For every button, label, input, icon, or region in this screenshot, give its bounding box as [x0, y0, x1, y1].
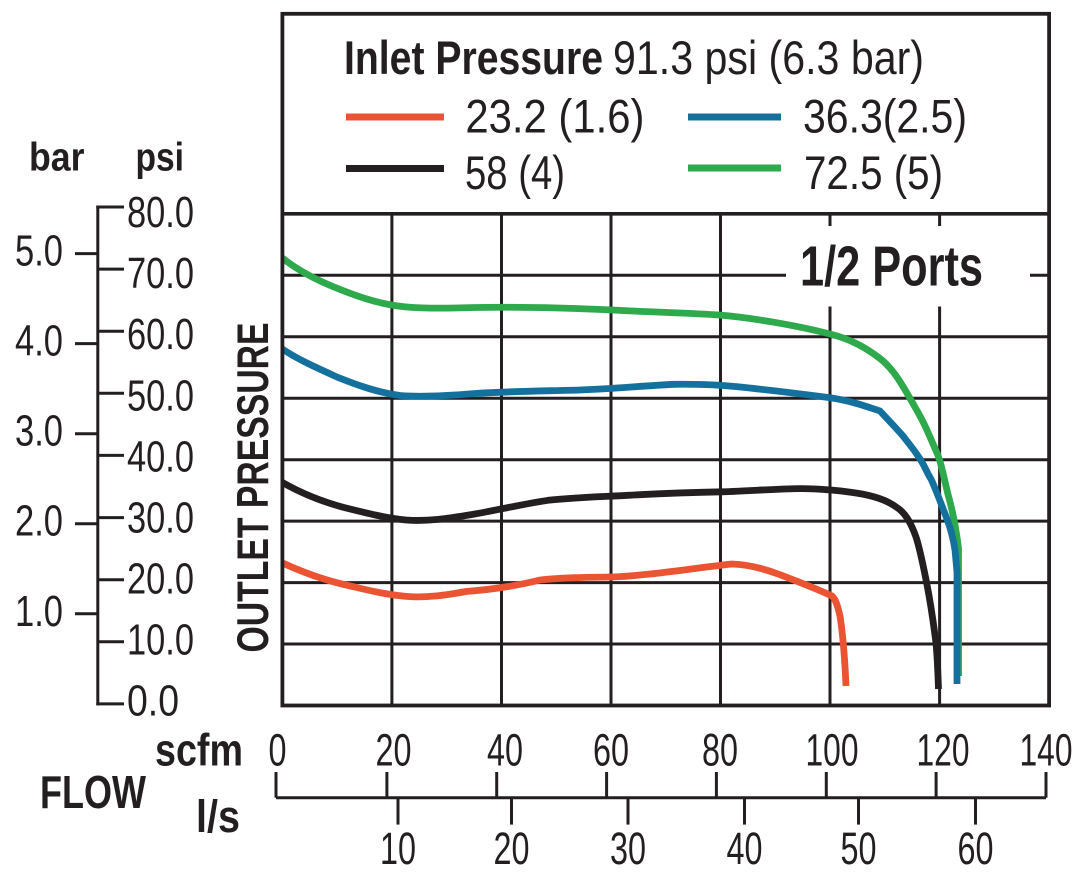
svg-text:10.0: 10.0: [127, 616, 194, 665]
svg-text:40.0: 40.0: [127, 432, 194, 481]
svg-text:20.0: 20.0: [127, 555, 194, 604]
svg-text:3.0: 3.0: [15, 407, 63, 456]
svg-text:40: 40: [727, 823, 763, 874]
svg-text:72.5 (5): 72.5 (5): [804, 147, 943, 200]
svg-text:60.0: 60.0: [127, 310, 194, 359]
svg-text:bar: bar: [29, 136, 85, 180]
svg-text:36.3(2.5): 36.3(2.5): [803, 91, 967, 144]
svg-text:20: 20: [494, 823, 530, 874]
svg-text:80.0: 80.0: [127, 188, 194, 237]
svg-text:30: 30: [610, 823, 646, 874]
svg-text:58 (4): 58 (4): [465, 147, 565, 200]
svg-text:0.0: 0.0: [127, 677, 179, 726]
svg-text:psi: psi: [136, 136, 185, 180]
svg-text:60: 60: [593, 724, 629, 775]
svg-text:91.3 psi (6.3 bar): 91.3 psi (6.3 bar): [613, 32, 924, 85]
svg-text:60: 60: [958, 823, 994, 874]
svg-text:80: 80: [702, 724, 738, 775]
svg-text:OUTLET PRESSURE: OUTLET PRESSURE: [229, 323, 278, 653]
svg-text:scfm: scfm: [155, 724, 243, 775]
svg-text:30.0: 30.0: [127, 493, 194, 542]
svg-text:50: 50: [841, 823, 877, 874]
svg-text:23.2 (1.6): 23.2 (1.6): [465, 91, 644, 144]
svg-text:1/2 Ports: 1/2 Ports: [800, 235, 983, 299]
svg-text:100: 100: [806, 724, 859, 775]
svg-text:l/s: l/s: [196, 791, 240, 842]
svg-text:Inlet Pressure: Inlet Pressure: [344, 32, 603, 85]
svg-text:10: 10: [380, 823, 416, 874]
svg-text:4.0: 4.0: [15, 317, 63, 366]
svg-text:0: 0: [269, 724, 287, 775]
svg-text:70.0: 70.0: [127, 249, 194, 298]
svg-text:2.0: 2.0: [15, 497, 63, 546]
svg-text:20: 20: [376, 724, 412, 775]
svg-text:40: 40: [487, 724, 523, 775]
svg-text:5.0: 5.0: [15, 227, 63, 276]
svg-text:50.0: 50.0: [127, 371, 194, 420]
svg-text:120: 120: [917, 724, 970, 775]
svg-text:140: 140: [1020, 724, 1073, 775]
svg-text:1.0: 1.0: [15, 587, 63, 636]
svg-text:FLOW: FLOW: [40, 766, 146, 818]
